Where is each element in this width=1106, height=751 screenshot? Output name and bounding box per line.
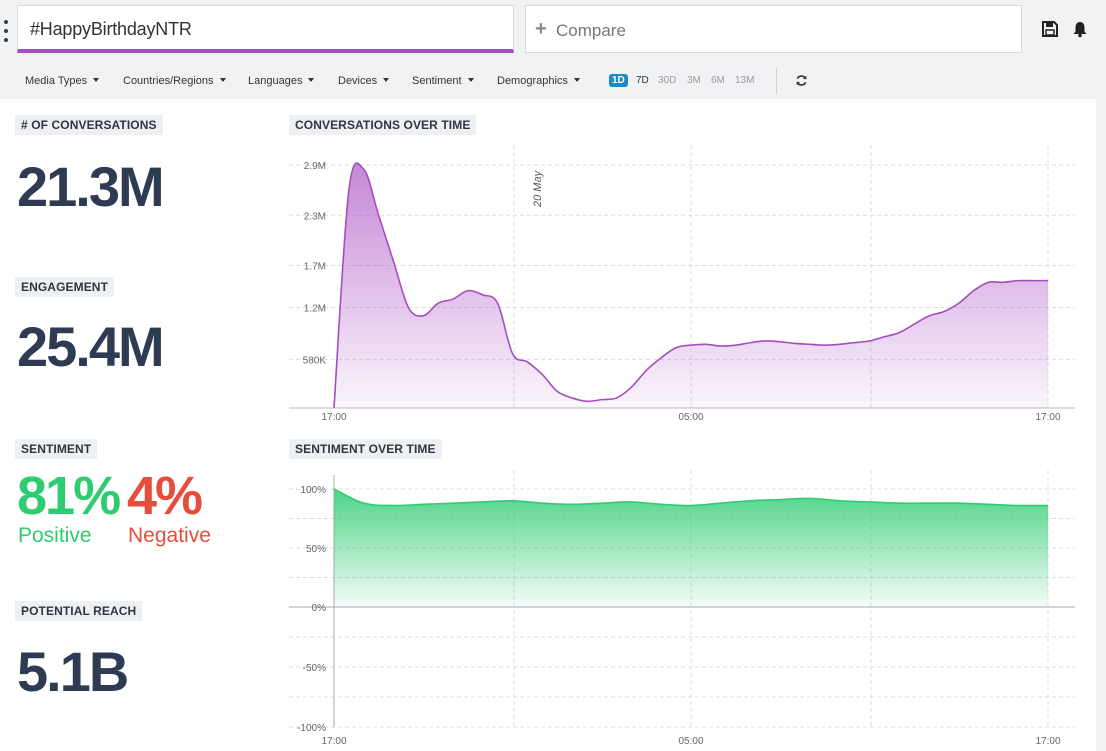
negative-label: Negative [128,524,211,547]
date-annotation: 20 May [532,169,544,208]
positive-label: Positive [18,524,92,547]
conversations-value: 21.3M [17,155,165,218]
engagement-label: ENGAGEMENT [15,277,115,297]
filter-media-types[interactable]: Media Types [25,75,100,87]
reach-label: POTENTIAL REACH [15,601,143,621]
search-input[interactable]: #HappyBirthdayNTR [17,5,514,53]
y-tick-label: 1.7M [304,262,326,273]
kebab-menu-icon[interactable] [3,20,9,42]
filter-countries-regions[interactable]: Countries/Regions [123,75,226,87]
y-tick-label: 0% [312,603,327,614]
y-tick-label: 2.3M [304,211,326,222]
conversations-area [334,163,1048,408]
x-tick-label: 05:00 [678,736,703,747]
x-tick-label: 17:00 [321,736,346,747]
filter-sentiment[interactable]: Sentiment [412,75,474,87]
caret-down-icon [93,78,100,82]
filter-languages[interactable]: Languages [248,75,315,87]
y-tick-label: 1.2M [304,303,326,314]
filter-devices[interactable]: Devices [338,75,390,87]
range-30d[interactable]: 30D [658,75,677,86]
y-tick-label: -50% [303,663,326,674]
compare-placeholder: Compare [556,21,626,40]
plus-icon: + [535,18,547,40]
sentiment-label: SENTIMENT [15,439,98,459]
search-query: #HappyBirthdayNTR [30,19,192,39]
sentiment-area [334,489,1048,607]
save-icon[interactable] [1041,20,1059,38]
caret-down-icon [573,78,580,82]
y-tick-label: 2.9M [304,161,326,172]
range-7d[interactable]: 7D [636,75,649,86]
x-tick-label: 17:00 [1035,736,1060,747]
range-13m[interactable]: 13M [735,75,755,86]
x-tick-label: 17:00 [1035,412,1060,423]
bell-icon[interactable] [1071,20,1089,38]
y-tick-label: -100% [297,723,326,734]
x-tick-label: 17:00 [321,412,346,423]
range-3m[interactable]: 3M [687,75,701,86]
reach-value: 5.1B [17,640,129,703]
caret-down-icon [308,78,315,82]
caret-down-icon [383,78,390,82]
toolbar-divider [776,68,777,94]
filter-bar: Media Types Countries/Regions Languages … [0,62,1106,98]
range-1d[interactable]: 1D [609,74,628,87]
filter-demographics[interactable]: Demographics [497,75,580,87]
y-tick-label: 100% [300,485,326,496]
x-tick-label: 05:00 [678,412,703,423]
sentiment-line [333,488,1049,507]
positive-percent: 81% [17,466,121,526]
compare-input[interactable]: + Compare [525,5,1022,53]
range-6m[interactable]: 6M [711,75,725,86]
dashboard-panel: # OF CONVERSATIONS 21.3M ENGAGEMENT 25.4… [0,99,1096,751]
sentiment-chart-title: SENTIMENT OVER TIME [289,439,442,459]
engagement-value: 25.4M [17,315,165,378]
caret-down-icon [467,78,474,82]
caret-down-icon [219,78,226,82]
refresh-icon[interactable] [795,74,808,87]
negative-percent: 4% [127,466,203,526]
y-tick-label: 580K [303,355,327,366]
conversations-label: # OF CONVERSATIONS [15,115,163,135]
conversations-line [333,162,1048,409]
y-tick-label: 50% [306,544,326,555]
conversations-chart-title: CONVERSATIONS OVER TIME [289,115,477,135]
